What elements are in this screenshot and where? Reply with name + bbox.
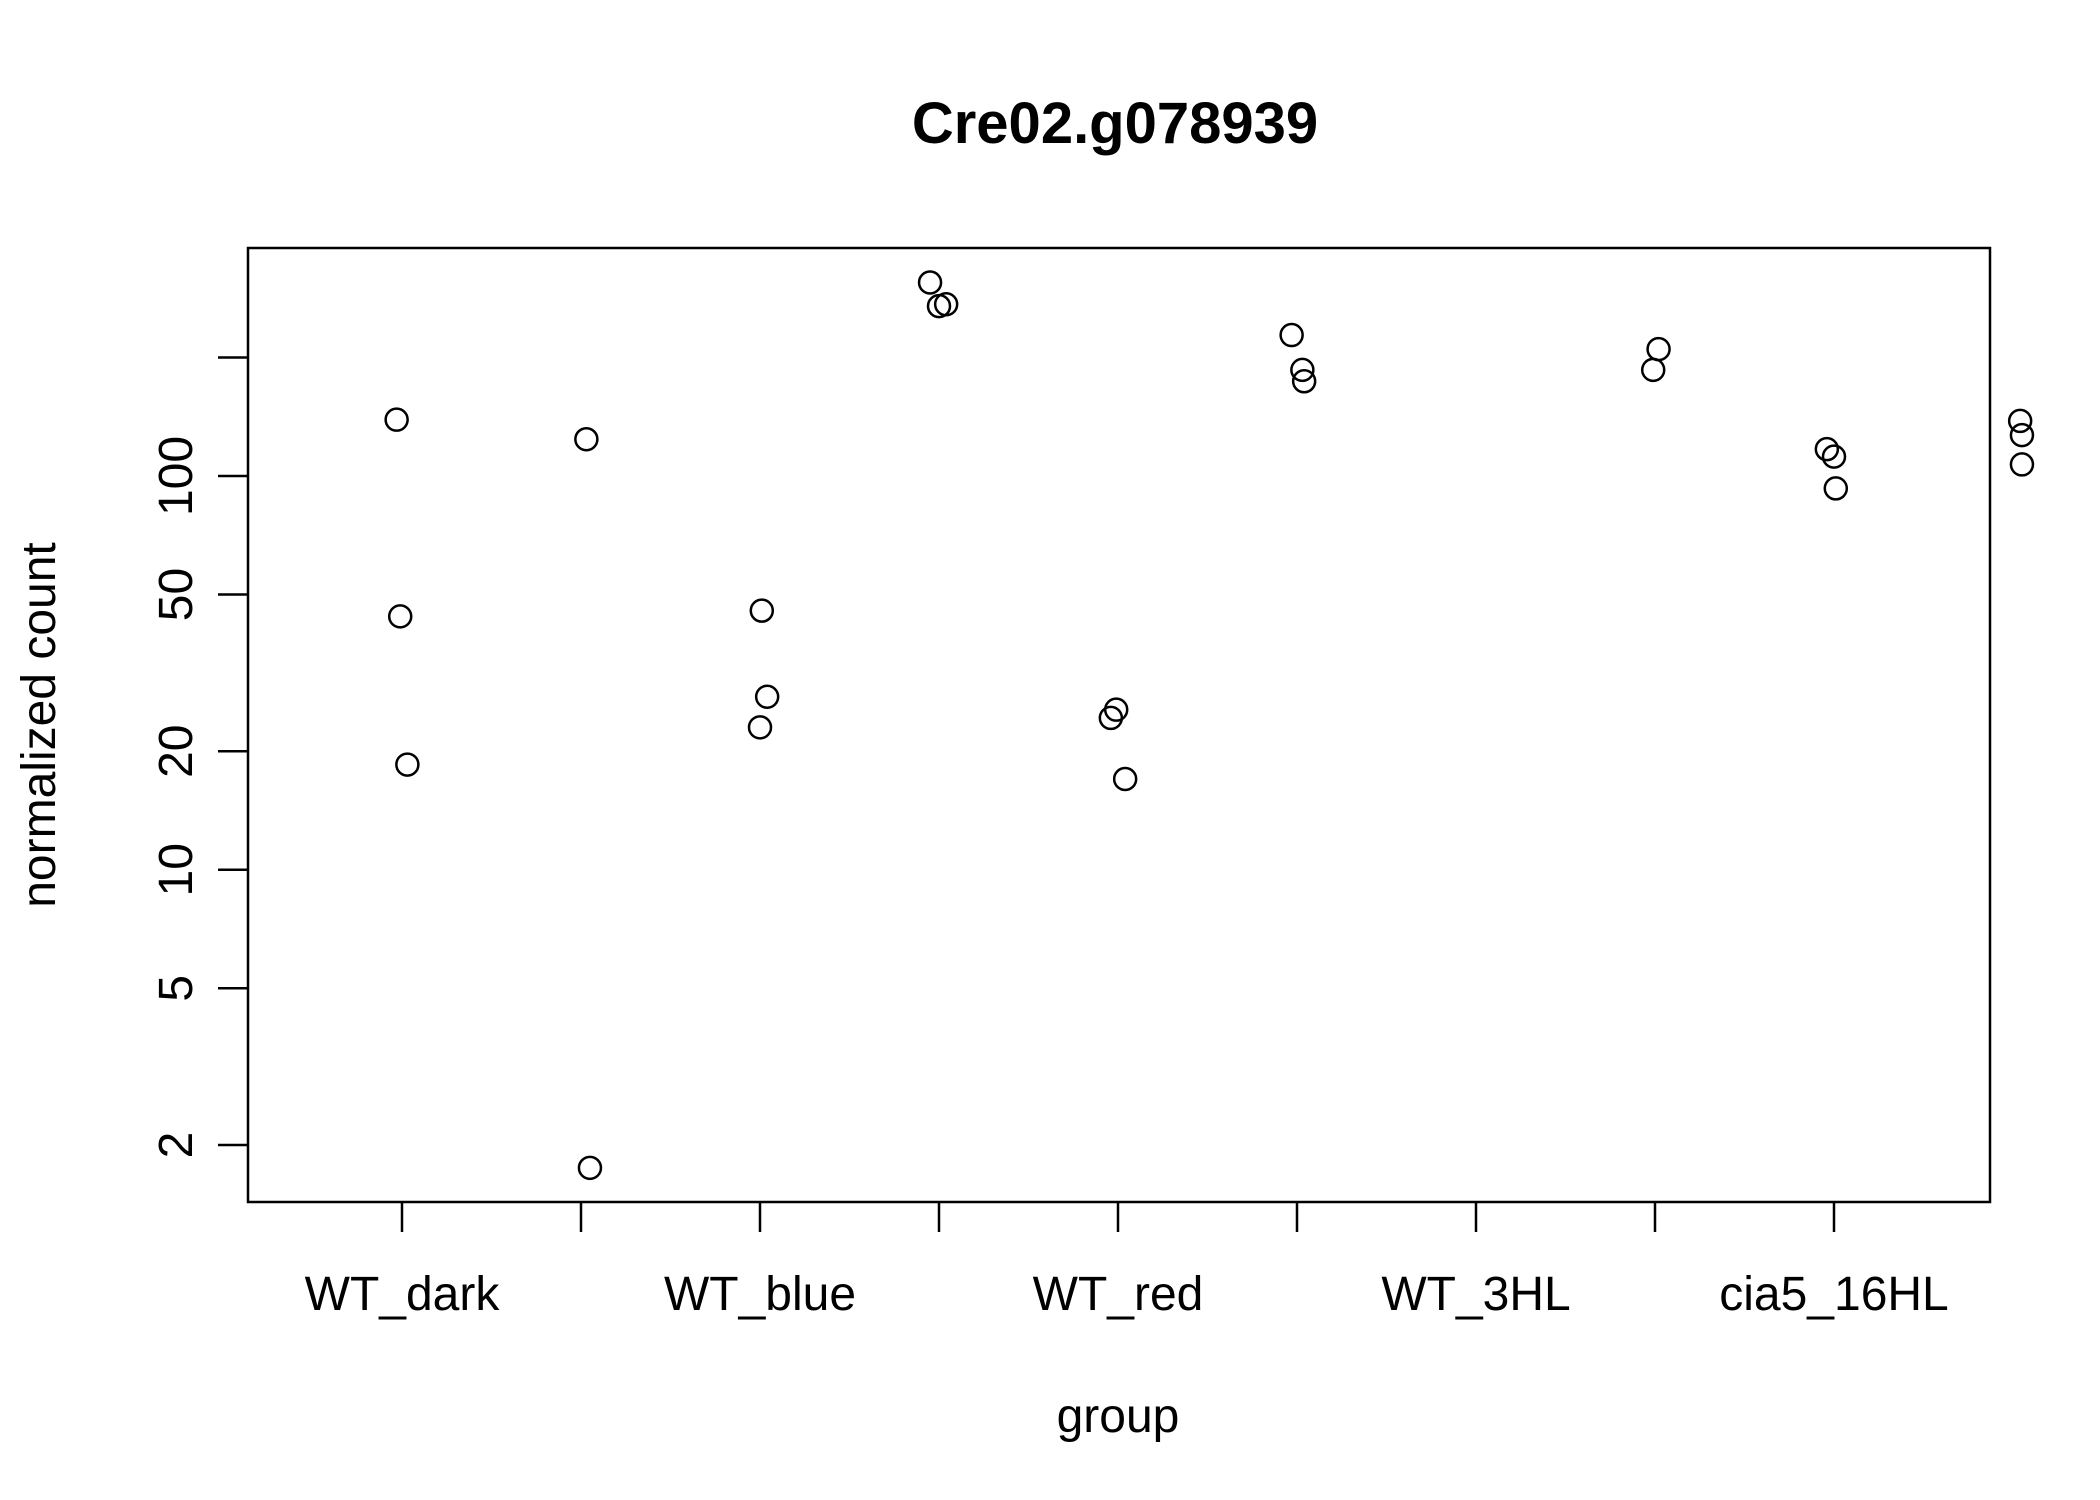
data-point: [2009, 422, 2035, 448]
data-point: [1814, 436, 1840, 462]
data-points: [384, 270, 2035, 1181]
data-point: [1290, 357, 1315, 383]
y-tick-label: 100: [150, 436, 203, 516]
y-tick-label: 20: [150, 725, 203, 778]
x-tick-label: WT_dark: [305, 1268, 501, 1321]
y-tick-label: 2: [150, 1132, 203, 1159]
data-point: [749, 598, 775, 623]
data-point: [1646, 336, 1671, 362]
data-point: [933, 292, 959, 317]
data-point: [1821, 444, 1847, 469]
x-axis-label: group: [1057, 1390, 1180, 1443]
data-point: [1291, 369, 1317, 394]
data-point: [1098, 705, 1124, 731]
x-tick-label: cia5_16HL: [1719, 1268, 1949, 1321]
x-tick-label: WT_red: [1033, 1268, 1204, 1321]
data-point: [384, 407, 409, 432]
chart-title: Cre02.g078939: [912, 91, 1318, 156]
y-tick-label: 10: [150, 843, 203, 896]
data-point: [387, 604, 413, 629]
y-tick-label: 50: [150, 568, 203, 621]
x-tick-label: WT_blue: [664, 1268, 856, 1321]
y-tick-label: 5: [150, 975, 203, 1002]
data-point: [1823, 476, 1849, 501]
data-point: [2007, 408, 2033, 434]
data-point: [1279, 322, 1304, 348]
y-axis: 2 5 10 20 50 100: [150, 356, 248, 1159]
x-tick-label: WT_3HL: [1381, 1268, 1570, 1321]
data-point: [917, 270, 943, 295]
x-axis: WT_dark WT_blue WT_red WT_3HL cia5_16HL: [305, 1202, 1949, 1321]
data-point: [2009, 452, 2035, 477]
data-point: [1112, 766, 1138, 792]
data-point: [1640, 357, 1666, 383]
data-point: [574, 426, 599, 452]
data-point: [395, 752, 420, 777]
data-point: [577, 1155, 603, 1181]
data-point: [754, 684, 780, 710]
data-point: [747, 715, 773, 740]
y-axis-label: normalized count: [13, 542, 66, 908]
